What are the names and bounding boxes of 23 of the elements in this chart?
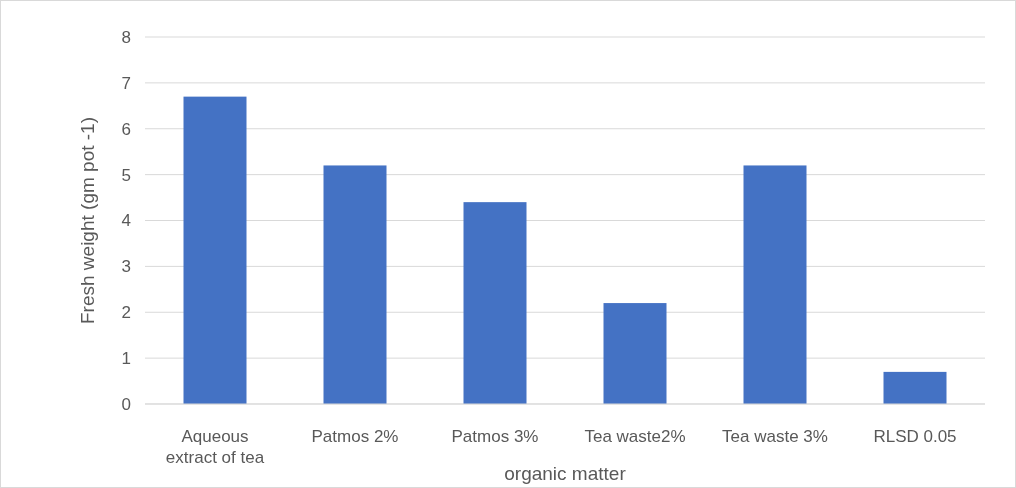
x-tick-label: Aqueous extract of tea (165, 427, 265, 468)
y-tick-label: 7 (121, 73, 131, 93)
x-tick-label: Patmos 2% (311, 427, 399, 446)
y-tick-label: 5 (121, 165, 131, 185)
bar (323, 165, 387, 404)
x-axis-title: organic matter (504, 463, 627, 484)
x-tick-label: Tea waste 3% (722, 427, 828, 446)
y-tick-label: 6 (121, 119, 131, 139)
y-axis-title: Fresh weight (gm pot -1) (77, 117, 98, 324)
bar (743, 165, 807, 404)
y-tick-label: 8 (121, 27, 131, 47)
bar (183, 96, 247, 404)
y-tick-label: 3 (121, 257, 131, 277)
y-tick-label: 1 (121, 349, 131, 369)
x-tick-label: Patmos 3% (451, 427, 539, 446)
y-tick-label: 4 (121, 211, 131, 231)
x-tick-label: Tea waste2% (584, 427, 686, 446)
bar (883, 371, 947, 404)
y-tick-label: 2 (121, 303, 131, 323)
bar (603, 303, 667, 404)
y-tick-label: 0 (121, 394, 131, 414)
x-tick-label: RLSD 0.05 (873, 427, 957, 446)
bar (463, 202, 527, 404)
